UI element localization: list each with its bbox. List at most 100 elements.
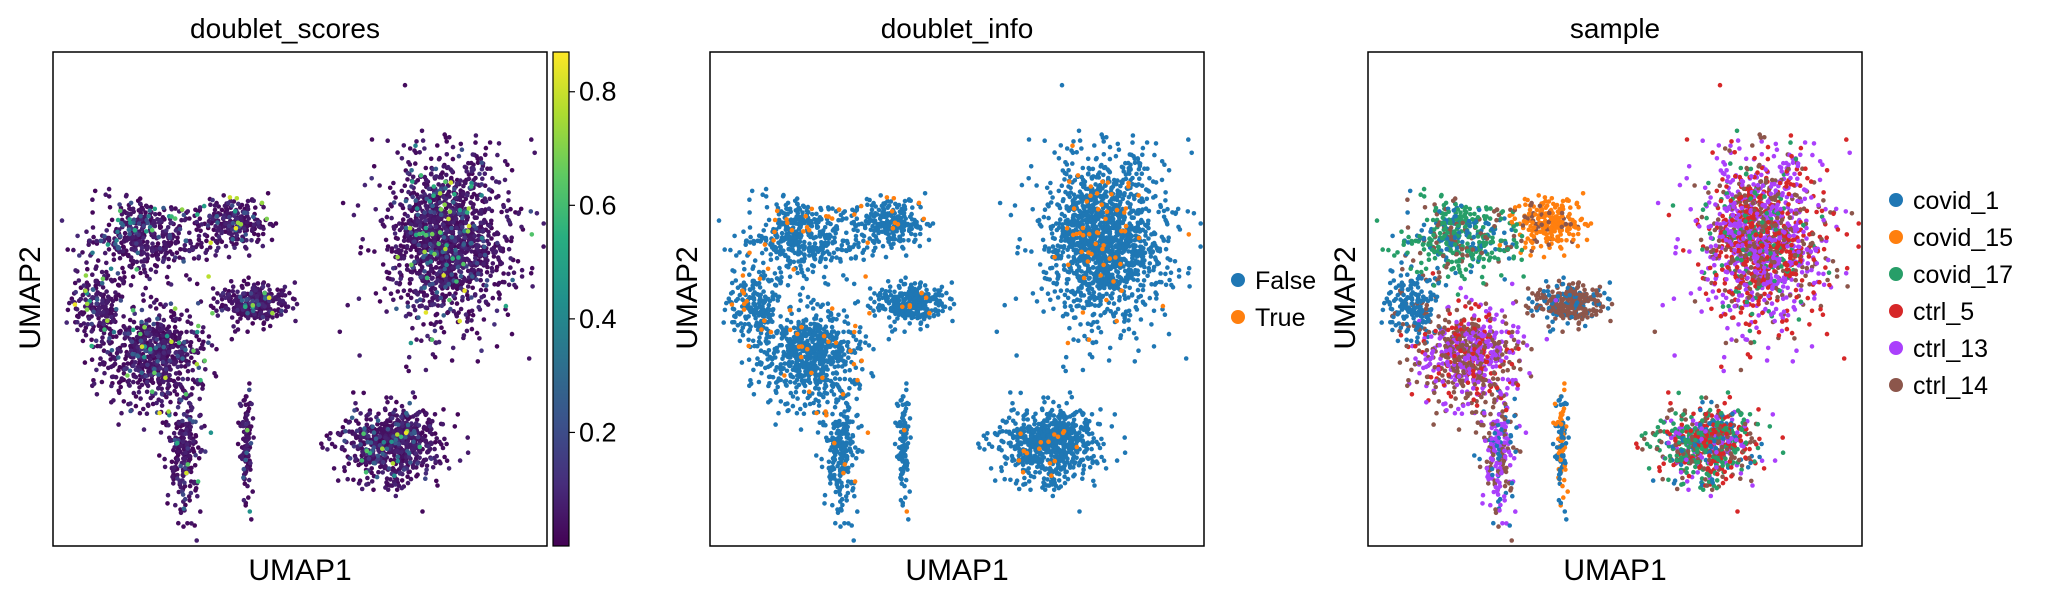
scatter-point — [196, 323, 201, 329]
scatter-point — [163, 375, 168, 381]
scatter-point — [81, 283, 87, 288]
scatter-point — [499, 209, 504, 215]
scatter-point — [473, 140, 478, 145]
scatter-point — [385, 207, 391, 212]
scatter-point — [98, 343, 103, 349]
scatter-point — [443, 246, 448, 252]
scatter-point — [436, 156, 442, 162]
scatter-point — [206, 334, 212, 339]
scatter-point — [462, 164, 468, 170]
scatter-point — [409, 184, 414, 189]
scatter-point — [440, 445, 446, 451]
scatter-point — [121, 399, 127, 404]
scatter-point — [282, 284, 288, 290]
scatter-point — [242, 397, 247, 403]
colorbar-ticks: 0.20.40.60.8 — [569, 77, 617, 447]
scatter-point — [159, 392, 165, 397]
scatter-point — [834, 255, 839, 260]
scatter-point — [421, 322, 426, 327]
scatter-point — [241, 475, 246, 480]
scatter-point — [145, 402, 151, 407]
scatter-point — [283, 308, 289, 314]
scatter-point — [486, 241, 492, 247]
scatter-point — [504, 214, 510, 220]
scatter-point — [198, 449, 203, 455]
scatter-point — [94, 301, 99, 307]
scatter-point — [250, 285, 256, 291]
scatter-point — [105, 242, 111, 247]
scatter-point — [444, 441, 449, 447]
scatter-point — [294, 301, 300, 307]
scatter-point — [823, 264, 828, 270]
scatter-point — [369, 176, 375, 181]
scatter-point — [113, 294, 118, 300]
scatter-point — [799, 270, 805, 275]
scatter-point — [74, 307, 80, 312]
scatter-point — [478, 220, 484, 226]
scatter-point — [202, 232, 208, 238]
scatter-point — [778, 270, 784, 275]
scatter-point — [423, 476, 428, 482]
scatter-point — [839, 217, 844, 223]
scatter-point — [416, 242, 422, 248]
scatter-point — [248, 460, 253, 466]
scatter-point — [116, 355, 121, 360]
scatter-point — [185, 462, 191, 467]
scatter-point — [399, 156, 405, 161]
scatter-point — [227, 195, 233, 200]
scatter-point — [140, 292, 146, 297]
scatter-point — [345, 302, 351, 308]
scatter-point — [162, 241, 167, 247]
scatter-point — [861, 257, 866, 263]
scatter-point — [409, 277, 414, 282]
scatter-point — [405, 177, 410, 182]
scatter-point — [794, 196, 800, 201]
scatter-point — [364, 482, 369, 487]
scatter-point — [519, 224, 524, 230]
scatter-point — [478, 277, 484, 283]
scatter-point — [395, 422, 401, 428]
scatter-point — [795, 270, 800, 276]
scatter-point — [346, 461, 352, 467]
scatter-point — [90, 197, 95, 202]
scatter-point — [255, 220, 261, 225]
scatter-point — [187, 248, 192, 254]
scatter-point — [845, 241, 850, 246]
scatter-point — [415, 461, 420, 466]
scatter-point — [188, 340, 193, 345]
scatter-point — [389, 439, 394, 445]
scatter-point — [369, 137, 375, 142]
scatter-point — [397, 270, 403, 276]
scatter-point — [273, 295, 278, 300]
scatter-point — [395, 150, 400, 155]
scatter-point — [157, 410, 162, 416]
scatter-point — [102, 370, 107, 376]
scatter-point — [398, 276, 404, 282]
scatter-point — [181, 247, 187, 252]
scatter-point — [206, 340, 211, 346]
scatter-point — [424, 467, 429, 473]
scatter-point — [397, 470, 403, 476]
scatter-point — [496, 141, 502, 146]
scatter-point — [395, 454, 401, 460]
scatter-point — [786, 240, 791, 246]
scatter-point — [426, 186, 432, 192]
scatter-point — [403, 250, 409, 255]
scatter-point — [105, 298, 111, 303]
scatter-point — [170, 344, 175, 350]
scatter-point — [91, 234, 96, 240]
scatter-point — [244, 450, 249, 456]
scatter-point — [446, 281, 452, 287]
scatter-point — [892, 236, 898, 242]
y-axis-label: UMAP2 — [14, 246, 47, 349]
scatter-point — [177, 226, 183, 232]
scatter-point — [83, 288, 88, 294]
scatter-point — [184, 329, 189, 335]
scatter-point — [98, 238, 104, 244]
scatter-point — [181, 506, 187, 512]
scatter-point — [141, 250, 147, 255]
scatter-point — [262, 290, 267, 296]
scatter-point — [180, 376, 186, 382]
scatter-point — [244, 238, 249, 243]
scatter-point — [117, 390, 122, 396]
